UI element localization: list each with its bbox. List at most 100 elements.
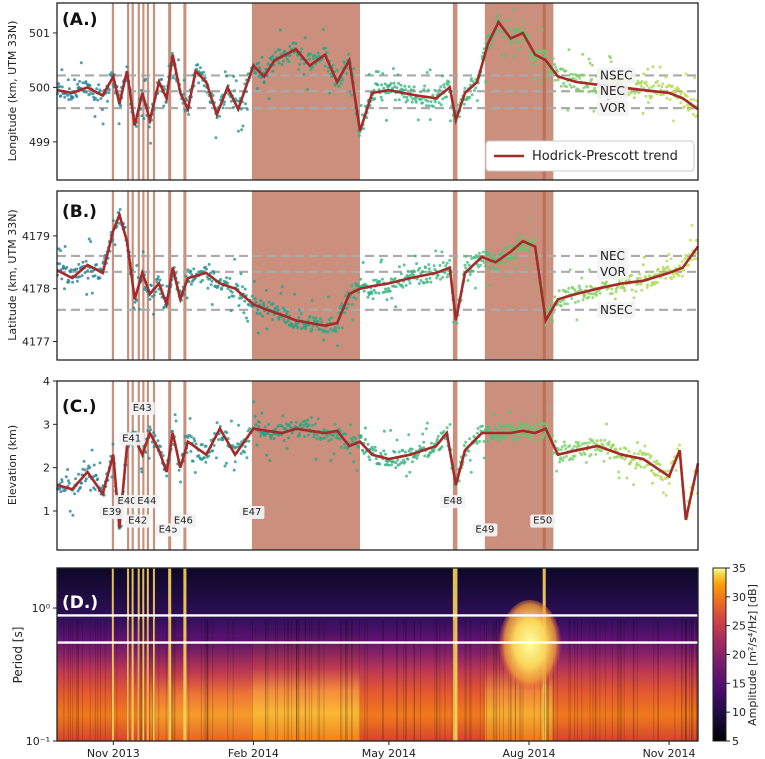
scatter-point	[243, 445, 247, 449]
scatter-point	[651, 65, 655, 69]
scatter-point	[653, 460, 656, 464]
spectrogram-stripe	[569, 619, 571, 741]
scatter-point	[592, 109, 596, 113]
scatter-point	[75, 267, 79, 271]
scatter-point	[299, 422, 303, 426]
scatter-point	[470, 77, 473, 80]
event-label: E43	[133, 403, 152, 414]
scatter-point	[670, 84, 674, 88]
scatter-point	[561, 458, 565, 462]
scatter-point	[513, 266, 517, 270]
spectrogram-stripe	[69, 619, 71, 741]
scatter-point	[439, 85, 443, 89]
x-tick-label: May 2014	[362, 747, 416, 759]
spectrogram-stripe	[483, 619, 485, 741]
scatter-point	[210, 279, 214, 283]
scatter-point	[549, 301, 553, 305]
scatter-point	[674, 468, 678, 472]
scatter-point	[245, 107, 249, 111]
scatter-point	[288, 44, 292, 48]
spectrogram-stripe	[403, 619, 405, 741]
spectrogram-stripe	[492, 619, 494, 741]
scatter-point	[156, 439, 160, 443]
scatter-point	[258, 312, 262, 316]
scatter-point	[135, 264, 139, 267]
scatter-point	[646, 101, 650, 104]
scatter-point	[239, 452, 243, 455]
scatter-point	[510, 257, 514, 261]
scatter-point	[415, 262, 419, 266]
scatter-point	[611, 443, 615, 447]
event-label-bg	[119, 432, 145, 446]
scatter-point	[239, 272, 243, 276]
scatter-point	[355, 283, 359, 286]
scatter-point	[639, 465, 643, 469]
spectrogram-stripe	[297, 619, 299, 741]
spectrogram-stripe	[319, 619, 321, 741]
scatter-point	[323, 64, 327, 68]
scatter-point	[302, 424, 306, 428]
scatter-point	[406, 457, 410, 461]
scatter-point	[438, 277, 442, 281]
scatter-point	[433, 100, 437, 104]
scatter-point	[285, 57, 289, 61]
scatter-point	[532, 237, 536, 241]
scatter-point	[535, 439, 538, 443]
spectrogram-stripe	[116, 619, 118, 741]
spectrogram-stripe	[594, 619, 596, 741]
scatter-point	[243, 299, 247, 303]
scatter-point	[63, 245, 67, 248]
scatter-point	[58, 84, 62, 88]
scatter-point	[637, 463, 641, 467]
scatter-point	[525, 246, 529, 250]
scatter-point	[377, 291, 381, 295]
scatter-point	[192, 267, 196, 271]
scatter-point	[206, 286, 210, 290]
scatter-point	[410, 447, 414, 451]
scatter-point	[562, 81, 566, 85]
y-axis: 4177 4178 4179	[22, 230, 57, 349]
legend-label: Hodrick-Prescott trend	[532, 149, 678, 164]
scatter-point	[603, 438, 607, 442]
scatter-point	[678, 443, 681, 447]
scatter-point	[402, 88, 405, 92]
scatter-point	[171, 429, 174, 433]
spectrogram-stripe	[499, 619, 501, 741]
spectrogram-stripe	[82, 619, 83, 741]
scatter-point	[339, 446, 343, 449]
scatter-point	[329, 458, 333, 462]
scatter-point	[306, 418, 310, 422]
scatter-point	[194, 442, 198, 446]
scatter-point	[462, 102, 466, 106]
scatter-point	[63, 95, 67, 99]
scatter-point	[79, 61, 83, 65]
colorbar-label: Amplitude [m²/s⁴/Hz] [dB]	[746, 584, 759, 726]
scatter-point	[418, 266, 422, 270]
scatter-point	[60, 277, 64, 281]
scatter-point	[324, 46, 328, 50]
scatter-point	[486, 439, 490, 443]
scatter-point	[376, 83, 380, 87]
scatter-point	[435, 437, 439, 441]
event-label: E47	[242, 507, 261, 518]
scatter-point	[266, 432, 270, 436]
scatter-point	[189, 269, 193, 273]
event-label: E46	[174, 516, 193, 527]
scatter-point	[617, 470, 621, 474]
scatter-point	[381, 72, 385, 76]
spectrogram-stripe	[67, 619, 69, 741]
y-tick-label: 4178	[22, 283, 50, 296]
scatter-point	[310, 415, 313, 419]
scatter-point	[214, 136, 218, 140]
scatter-point	[319, 317, 323, 321]
scatter-point	[59, 94, 63, 98]
spectrogram-spike	[146, 568, 149, 741]
scatter-point	[490, 437, 494, 441]
scatter-point	[432, 264, 436, 268]
scatter-point	[303, 36, 307, 40]
scatter-point	[186, 436, 190, 439]
scatter-point	[223, 70, 227, 74]
scatter-point	[347, 52, 351, 56]
scatter-point	[646, 283, 649, 287]
scatter-point	[185, 296, 189, 300]
